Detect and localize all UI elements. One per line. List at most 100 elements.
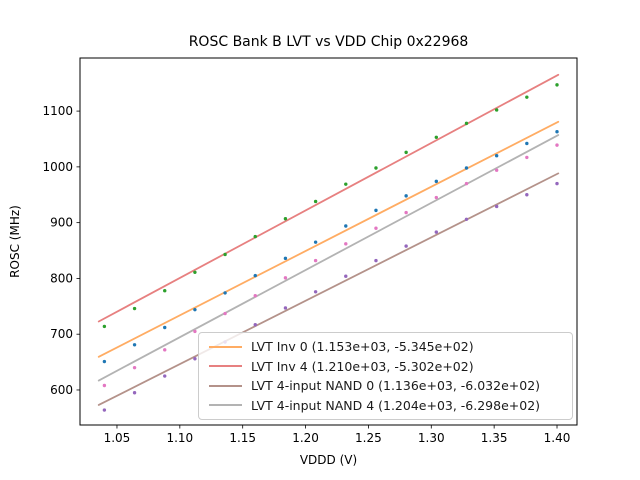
data-point bbox=[525, 95, 529, 99]
data-point bbox=[193, 329, 197, 334]
data-point bbox=[374, 226, 378, 230]
y-axis-label: ROSC (MHz) bbox=[8, 205, 22, 278]
data-point bbox=[555, 181, 559, 186]
data-point bbox=[404, 244, 408, 248]
data-point bbox=[344, 274, 348, 278]
legend-label: LVT 4-input NAND 0 (1.136e+03, -6.032e+0… bbox=[251, 378, 541, 394]
data-point bbox=[283, 217, 288, 221]
legend-row: LVT 4-input NAND 0 (1.136e+03, -6.032e+0… bbox=[209, 376, 566, 396]
data-point bbox=[344, 242, 348, 246]
y-tick-label: 1000 bbox=[42, 160, 73, 174]
y-tick-label: 800 bbox=[50, 271, 73, 285]
data-point bbox=[404, 150, 408, 155]
x-tick-label: 1.05 bbox=[104, 431, 131, 445]
data-point bbox=[464, 166, 469, 170]
legend-line-swatch bbox=[209, 345, 242, 348]
data-point bbox=[132, 306, 137, 311]
fit-line bbox=[97, 73, 560, 323]
legend-label: LVT Inv 0 (1.153e+03, -5.345e+02) bbox=[251, 339, 474, 355]
axes-spines bbox=[79, 57, 578, 426]
legend-line-swatch bbox=[209, 404, 242, 407]
legend-line-swatch bbox=[209, 365, 242, 368]
data-point bbox=[494, 108, 499, 112]
legend: LVT Inv 0 (1.153e+03, -5.345e+02) LVT Inv… bbox=[198, 332, 573, 420]
data-point bbox=[193, 307, 197, 312]
data-point bbox=[313, 258, 318, 263]
data-point bbox=[102, 324, 107, 329]
data-point bbox=[132, 391, 137, 395]
data-point bbox=[253, 323, 257, 327]
data-point bbox=[163, 374, 167, 378]
data-point bbox=[253, 294, 257, 298]
data-point bbox=[464, 217, 469, 222]
data-point bbox=[404, 210, 408, 215]
data-point bbox=[102, 383, 107, 388]
data-point bbox=[223, 252, 227, 257]
data-point bbox=[464, 181, 469, 186]
data-point bbox=[132, 365, 137, 370]
fit-line bbox=[97, 172, 560, 406]
fit-line bbox=[97, 120, 560, 358]
data-point bbox=[253, 273, 257, 278]
x-tick-label: 1.25 bbox=[355, 431, 382, 445]
plot-area: 1.05 1.10 1.15 1.20 1.25 1.30 1.35 1.40 600 700 80… bbox=[42, 57, 578, 445]
data-point bbox=[525, 155, 529, 160]
data-point bbox=[193, 270, 197, 274]
legend-label: LVT Inv 4 (1.210e+03, -5.302e+02) bbox=[251, 358, 474, 374]
y-tick-label: 600 bbox=[50, 383, 73, 397]
data-point bbox=[494, 204, 499, 209]
x-tick-label: 1.15 bbox=[229, 431, 256, 445]
x-tick-label: 1.30 bbox=[418, 431, 445, 445]
data-point bbox=[283, 256, 288, 261]
data-point bbox=[344, 182, 348, 186]
y-tick-label: 700 bbox=[50, 327, 73, 341]
data-point bbox=[223, 311, 227, 316]
data-point bbox=[102, 359, 107, 364]
legend-label: LVT 4-input NAND 4 (1.204e+03, -6.298e+0… bbox=[251, 397, 541, 413]
data-point bbox=[404, 194, 408, 198]
data-point bbox=[313, 240, 318, 244]
fit-line bbox=[97, 134, 560, 382]
data-point bbox=[313, 290, 318, 294]
x-tick-label: 1.20 bbox=[292, 431, 319, 445]
data-point bbox=[102, 408, 107, 412]
data-point bbox=[374, 258, 378, 263]
x-tick-label: 1.10 bbox=[166, 431, 193, 445]
data-point bbox=[494, 168, 499, 172]
data-point bbox=[193, 357, 197, 361]
data-point bbox=[525, 193, 529, 197]
x-tick-label: 1.35 bbox=[481, 431, 508, 445]
data-point bbox=[283, 306, 288, 310]
chart-title: ROSC Bank B LVT vs VDD Chip 0x22968 bbox=[189, 34, 469, 50]
data-point bbox=[434, 195, 439, 200]
y-tick-label: 1100 bbox=[42, 104, 73, 118]
legend-row: LVT 4-input NAND 4 (1.204e+03, -6.298e+0… bbox=[209, 396, 566, 416]
data-point bbox=[434, 135, 439, 140]
data-point bbox=[374, 208, 378, 213]
data-point bbox=[163, 325, 167, 330]
data-point bbox=[132, 343, 137, 347]
data-point bbox=[555, 143, 559, 147]
data-point bbox=[494, 154, 499, 158]
data-point bbox=[555, 83, 559, 87]
data-point bbox=[434, 179, 439, 184]
y-tick-label: 900 bbox=[50, 216, 73, 230]
data-point bbox=[313, 199, 318, 204]
data-point bbox=[525, 141, 529, 146]
data-point bbox=[434, 230, 439, 234]
data-point bbox=[163, 348, 167, 352]
data-point bbox=[344, 224, 348, 228]
data-point bbox=[253, 234, 257, 239]
data-point bbox=[223, 291, 227, 295]
data-point bbox=[464, 121, 469, 126]
data-point bbox=[374, 166, 378, 170]
data-point bbox=[555, 130, 559, 134]
data-point bbox=[163, 288, 167, 293]
legend-row: LVT Inv 4 (1.210e+03, -5.302e+02) bbox=[209, 357, 566, 377]
data-point bbox=[283, 276, 288, 280]
x-tick-label: 1.40 bbox=[544, 431, 571, 445]
legend-line-swatch bbox=[209, 384, 242, 387]
legend-row: LVT Inv 0 (1.153e+03, -5.345e+02) bbox=[209, 337, 566, 357]
